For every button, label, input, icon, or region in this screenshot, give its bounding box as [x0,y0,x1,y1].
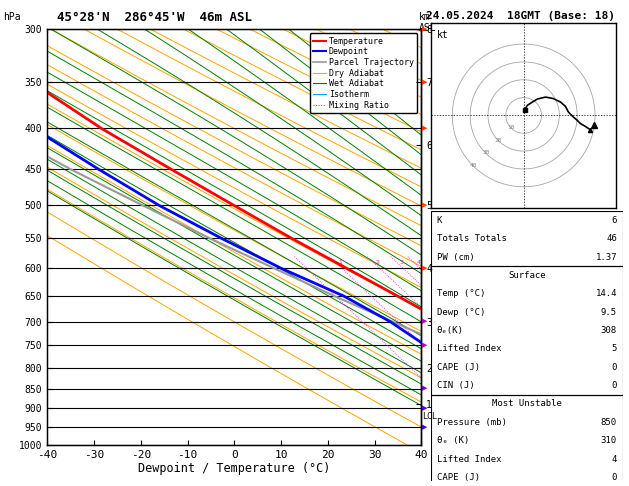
Text: 14.4: 14.4 [596,290,617,298]
Text: 0: 0 [611,363,617,372]
Text: CAPE (J): CAPE (J) [437,473,480,482]
Text: Totals Totals: Totals Totals [437,234,506,243]
Text: hPa: hPa [3,12,21,22]
Text: 1.37: 1.37 [596,253,617,262]
Text: ▶: ▶ [422,265,427,271]
Text: PW (cm): PW (cm) [437,253,474,262]
Text: ▶: ▶ [422,125,427,131]
Text: kt: kt [437,30,448,40]
Text: 0: 0 [611,381,617,390]
Text: CIN (J): CIN (J) [437,381,474,390]
Text: 40: 40 [470,163,477,168]
Text: ▶: ▶ [422,405,427,411]
Text: 0: 0 [611,473,617,482]
Text: 5: 5 [611,345,617,353]
Text: Lifted Index: Lifted Index [437,345,501,353]
Text: 30: 30 [482,150,490,156]
Text: ▶: ▶ [422,203,427,208]
Text: Lifted Index: Lifted Index [437,454,501,464]
Text: ▶: ▶ [422,319,427,325]
Bar [431,395,623,486]
Text: Dewp (°C): Dewp (°C) [437,308,485,317]
Text: 1: 1 [338,260,342,265]
Legend: Temperature, Dewpoint, Parcel Trajectory, Dry Adiabat, Wet Adiabat, Isotherm, Mi: Temperature, Dewpoint, Parcel Trajectory… [309,34,417,113]
Text: 24.05.2024  18GMT (Base: 18): 24.05.2024 18GMT (Base: 18) [426,11,615,21]
Text: 45°28'N  286°45'W  46m ASL: 45°28'N 286°45'W 46m ASL [57,11,252,24]
Text: CAPE (J): CAPE (J) [437,363,480,372]
Text: 20: 20 [495,138,503,143]
Text: θₑ(K): θₑ(K) [437,326,464,335]
Text: 4: 4 [416,260,421,265]
Text: 10: 10 [508,125,515,130]
Bar [431,266,623,395]
Bar [431,211,623,266]
Text: Most Unstable: Most Unstable [492,399,562,409]
Text: ▶: ▶ [422,343,427,348]
Text: ASL: ASL [419,23,437,34]
Text: θₑ (K): θₑ (K) [437,436,469,445]
Text: ▶: ▶ [422,385,427,392]
Text: ▶: ▶ [422,79,427,86]
Text: Temp (°C): Temp (°C) [437,290,485,298]
Text: ▶: ▶ [422,26,427,32]
X-axis label: Dewpoint / Temperature (°C): Dewpoint / Temperature (°C) [138,462,330,475]
Text: 308: 308 [601,326,617,335]
Text: ▶: ▶ [422,424,427,430]
Text: Surface: Surface [508,271,545,280]
Text: 9.5: 9.5 [601,308,617,317]
Text: 2: 2 [376,260,380,265]
Text: K: K [437,216,442,225]
Text: 310: 310 [601,436,617,445]
Text: km: km [419,12,431,22]
Text: 46: 46 [606,234,617,243]
Text: 6: 6 [611,216,617,225]
Text: 850: 850 [601,418,617,427]
Text: Pressure (mb): Pressure (mb) [437,418,506,427]
Text: LCL: LCL [422,412,437,421]
Text: 4: 4 [611,454,617,464]
Text: 3: 3 [399,260,403,265]
